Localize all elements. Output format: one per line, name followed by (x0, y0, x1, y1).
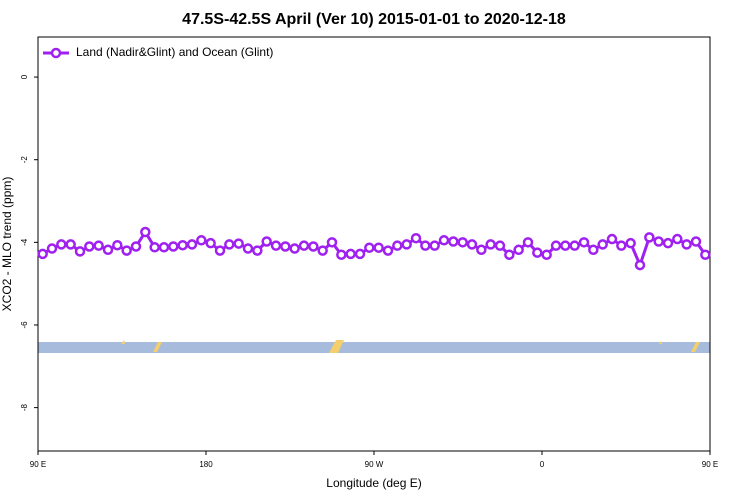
point (308, 241, 319, 252)
point (233, 238, 244, 249)
point (112, 239, 123, 251)
point (102, 244, 114, 256)
point (541, 249, 552, 260)
point (560, 240, 571, 251)
point (121, 245, 132, 256)
point (158, 242, 170, 253)
point (522, 237, 534, 248)
point (672, 233, 683, 245)
x-tick-label: 0 (540, 460, 545, 469)
point (242, 243, 254, 254)
point (298, 240, 310, 251)
point (186, 239, 198, 250)
point (196, 235, 207, 246)
x-tick-label: 90 E (702, 460, 718, 469)
point (149, 242, 160, 253)
point (373, 242, 384, 253)
point (606, 233, 618, 245)
y-tick-label: 0 (20, 74, 29, 79)
legend-label: Land (Nadir&Glint) and Ocean (Glint) (76, 45, 273, 59)
point (578, 237, 590, 248)
point (130, 241, 142, 252)
point (597, 239, 608, 250)
point (280, 241, 291, 252)
point (224, 239, 235, 250)
point (513, 244, 524, 256)
point (466, 239, 478, 250)
point (392, 240, 403, 251)
point (681, 239, 692, 250)
y-axis-label: XCO2 - MLO trend (ppm) (0, 177, 14, 312)
point (569, 240, 580, 251)
y-tick-label: -4 (20, 238, 29, 246)
point (252, 245, 263, 256)
x-axis-label: Longitude (deg E) (326, 476, 421, 490)
point (270, 240, 282, 251)
point (485, 239, 496, 250)
point (476, 244, 487, 256)
point (690, 236, 702, 247)
point (354, 248, 366, 260)
point (326, 237, 338, 248)
point (364, 242, 375, 253)
point (289, 243, 300, 254)
point (382, 245, 394, 256)
point (37, 248, 48, 260)
point (46, 243, 58, 254)
x-tick-label: 90 E (30, 460, 46, 469)
point (168, 241, 179, 252)
point (448, 236, 459, 247)
point (438, 235, 450, 246)
point (420, 240, 431, 251)
point (401, 239, 412, 250)
x-tick-label: 180 (199, 460, 213, 469)
point (177, 239, 188, 251)
point (261, 236, 272, 247)
point (504, 249, 515, 260)
point (532, 247, 543, 258)
point (140, 226, 151, 238)
point (662, 237, 674, 249)
point (65, 239, 76, 250)
point (700, 249, 711, 260)
point (84, 241, 95, 252)
point (457, 237, 468, 248)
point (625, 237, 636, 249)
point (93, 240, 104, 251)
point (336, 249, 347, 260)
chart-title: 47.5S-42.5S April (Ver 10) 2015-01-01 to… (182, 11, 566, 28)
y-tick-label: -2 (20, 156, 29, 164)
surface-band (38, 340, 710, 353)
legend-marker (50, 47, 62, 59)
point (410, 232, 422, 244)
point (588, 244, 599, 256)
point (74, 246, 86, 257)
point (317, 245, 328, 256)
point (429, 240, 440, 251)
point (644, 232, 655, 243)
point (550, 240, 562, 251)
point (653, 236, 664, 247)
y-tick-label: -6 (20, 321, 29, 329)
point (345, 248, 356, 260)
point (56, 239, 67, 250)
y-tick-label: -8 (20, 404, 29, 412)
point (494, 240, 506, 251)
point (634, 259, 646, 271)
point (205, 237, 216, 249)
point (214, 245, 226, 256)
point (616, 240, 627, 251)
x-tick-label: 90 W (365, 460, 384, 469)
